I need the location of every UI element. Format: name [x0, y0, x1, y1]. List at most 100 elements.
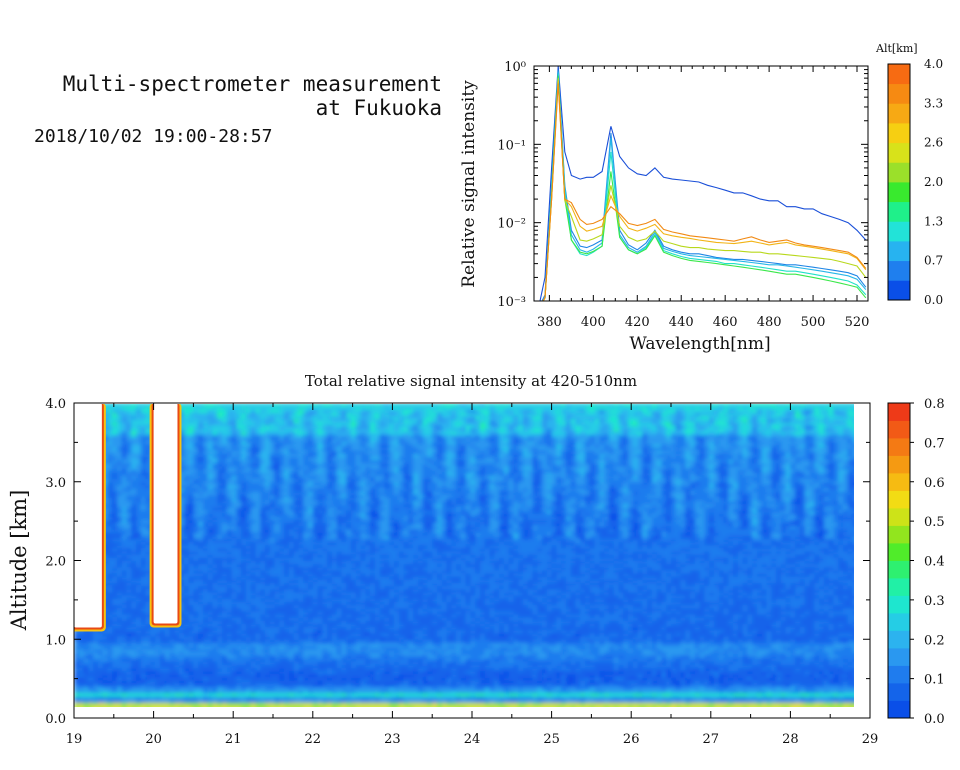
heatmap-cell	[241, 592, 247, 596]
heatmap-cell	[236, 582, 242, 587]
heatmap-cell	[217, 670, 223, 675]
heatmap-cell	[188, 576, 194, 580]
heatmap-cell	[140, 573, 147, 577]
heatmap-cell	[231, 573, 237, 577]
heatmap-cell	[140, 554, 147, 558]
heatmap-cell	[145, 440, 151, 445]
heatmap-cell	[260, 469, 266, 473]
heatmap-cell	[150, 686, 156, 691]
heatmap-cell	[193, 462, 199, 467]
heatmap-cell	[193, 683, 199, 688]
heatmap-cell	[155, 664, 161, 669]
heatmap-cell	[255, 428, 261, 432]
heatmap-cell	[188, 705, 194, 707]
heatmap-cell	[112, 566, 118, 571]
heatmap-cell	[150, 683, 156, 688]
heatmap-cell	[121, 425, 128, 429]
heatmap-cell	[145, 686, 151, 691]
heatmap-cell	[293, 617, 300, 621]
heatmap-cell	[303, 453, 309, 458]
heatmap-cell	[298, 497, 304, 502]
heatmap-cell	[241, 569, 247, 574]
heatmap-cell	[145, 541, 151, 546]
heatmap-cell	[112, 585, 118, 590]
heatmap-cell	[207, 569, 214, 574]
heatmap-cell	[179, 404, 185, 407]
heatmap-cell	[260, 544, 266, 549]
heatmap-cell	[260, 516, 266, 521]
heatmap-cell	[121, 569, 128, 574]
heatmap-cell	[274, 617, 280, 621]
heatmap-cell	[212, 702, 218, 706]
heatmap-cell	[136, 506, 142, 511]
heatmap-cell	[217, 459, 223, 464]
heatmap-cell	[198, 632, 204, 637]
heatmap-cell	[126, 469, 132, 473]
heatmap-cell	[255, 604, 261, 609]
heatmap-cell	[269, 541, 276, 546]
heatmap-cell	[255, 566, 261, 571]
heatmap-cell	[188, 607, 194, 612]
heatmap-cell	[231, 636, 237, 640]
heatmap-cell	[236, 658, 242, 662]
heatmap-cell	[207, 595, 214, 599]
heatmap-cell	[250, 585, 257, 590]
heatmap-cell	[160, 632, 166, 637]
heatmap-cell	[212, 661, 218, 666]
heatmap-cell	[121, 610, 128, 615]
heatmap-cell	[193, 623, 199, 628]
heatmap-cell	[126, 425, 132, 429]
heatmap-cell	[217, 456, 223, 461]
heatmap-cell	[179, 689, 185, 694]
heatmap-cell	[198, 655, 204, 659]
heatmap-cell	[274, 604, 280, 609]
heatmap-cell	[222, 623, 228, 628]
heatmap-cell	[102, 636, 109, 640]
heatmap-cell	[260, 510, 266, 514]
heatmap-cell	[250, 450, 257, 454]
heatmap-cell	[226, 664, 233, 669]
heatmap-cell	[222, 519, 228, 524]
heatmap-cell	[222, 648, 228, 653]
heatmap-cell	[312, 497, 319, 502]
heatmap-cell	[226, 566, 233, 571]
heatmap-cell	[183, 667, 190, 672]
heatmap-cell	[312, 629, 319, 634]
heatmap-cell	[107, 431, 113, 436]
heatmap-cell	[241, 437, 247, 442]
heatmap-cell	[169, 639, 175, 643]
heatmap-cell	[308, 421, 314, 426]
heatmap-cell	[212, 547, 218, 552]
spectrum-series-5	[542, 78, 867, 301]
heatmap-cell	[217, 655, 223, 659]
heatmap-cell	[217, 472, 223, 476]
heatmap-cell	[93, 702, 99, 706]
heatmap-cell	[284, 415, 290, 420]
heatmap-cell	[145, 510, 151, 514]
heatmap-cell	[207, 576, 214, 580]
heatmap-cell	[245, 592, 252, 596]
heatmap-cell	[193, 409, 199, 414]
heatmap-cell	[121, 607, 128, 612]
heatmap-cell	[121, 503, 128, 508]
heatmap-cell	[121, 510, 128, 514]
heatmap-cell	[303, 522, 309, 527]
heatmap-cell	[245, 440, 252, 445]
heatmap-cell	[255, 557, 261, 562]
heatmap-cell	[107, 702, 113, 706]
heatmap-cell	[188, 629, 194, 634]
heatmap-cell	[298, 404, 304, 407]
heatmap-cell	[260, 532, 266, 536]
heatmap-cell	[112, 522, 118, 527]
heatmap-cell	[136, 601, 142, 606]
heatmap-cell	[193, 440, 199, 445]
heatmap-cell	[245, 585, 252, 590]
heatmap-cell	[126, 626, 132, 631]
heatmap-cell	[245, 506, 252, 511]
heatmap-cell	[97, 639, 104, 643]
heatmap-cell	[126, 462, 132, 467]
heatmap-cell	[145, 456, 151, 461]
heatmap-cell	[260, 617, 266, 621]
heatmap-cell	[183, 497, 190, 502]
heatmap-cell	[164, 670, 171, 675]
